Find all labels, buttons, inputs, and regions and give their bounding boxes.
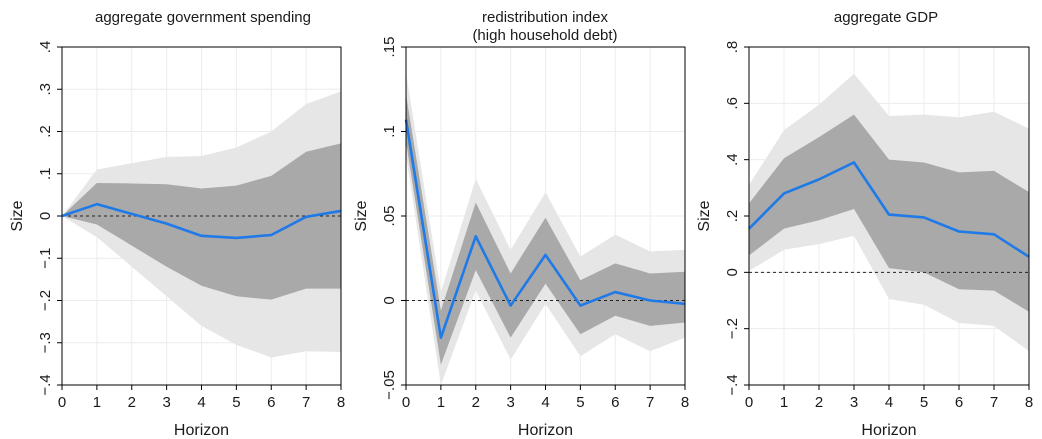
x-axis-label: Horizon bbox=[861, 422, 916, 439]
x-axis-label: Horizon bbox=[518, 422, 573, 439]
x-tick-label: 8 bbox=[337, 394, 345, 411]
inner-confidence-band bbox=[62, 143, 341, 300]
y-tick-label: .1 bbox=[37, 167, 54, 180]
chart-title: aggregate GDP bbox=[834, 9, 938, 26]
chart-subtitle: (high household debt) bbox=[472, 27, 617, 44]
x-tick-label: 1 bbox=[437, 394, 445, 411]
y-tick-label: .1 bbox=[381, 125, 398, 138]
y-tick-label: .4 bbox=[724, 153, 741, 166]
y-tick-label: 0 bbox=[381, 296, 398, 304]
x-tick-label: 0 bbox=[58, 394, 66, 411]
y-tick-label: 0 bbox=[37, 212, 54, 220]
y-tick-label: .8 bbox=[724, 41, 741, 54]
x-tick-label: 7 bbox=[990, 394, 998, 411]
y-tick-label: −.1 bbox=[37, 248, 54, 269]
x-tick-label: 3 bbox=[850, 394, 858, 411]
y-axis-label: Size bbox=[353, 200, 370, 231]
y-tick-label: −.2 bbox=[724, 318, 741, 339]
y-axis-label: Size bbox=[696, 200, 713, 231]
x-tick-label: 1 bbox=[780, 394, 788, 411]
chart-panel-1: 0 1 2 3 4 5 6 7 8 −.4 −.3 −.2 −.1 0 .1 .2 .3 .4 Horizon Siz… bbox=[9, 9, 345, 439]
x-tick-label: 2 bbox=[815, 394, 823, 411]
chart-title: aggregate government spending bbox=[95, 9, 311, 26]
inner-confidence-band bbox=[406, 94, 685, 365]
x-tick-label: 0 bbox=[745, 394, 753, 411]
chart-panel-2: 0 1 2 3 4 5 6 7 8−.050.05.1.15HorizonSizeredistr… bbox=[353, 9, 689, 439]
y-tick-label: .6 bbox=[724, 97, 741, 110]
y-tick-label: .15 bbox=[381, 37, 398, 58]
x-tick-label: 4 bbox=[541, 394, 549, 411]
x-tick-label: 6 bbox=[955, 394, 963, 411]
y-axis-label: Size bbox=[9, 200, 26, 231]
x-tick-label: 5 bbox=[920, 394, 928, 411]
x-tick-label: 7 bbox=[302, 394, 310, 411]
x-axis-label: Horizon bbox=[174, 422, 229, 439]
x-tick-label: 2 bbox=[472, 394, 480, 411]
y-tick-label: .05 bbox=[381, 206, 398, 227]
x-tick-label: 1 bbox=[93, 394, 101, 411]
y-tick-label: −.4 bbox=[724, 374, 741, 395]
x-tick-label: 5 bbox=[576, 394, 584, 411]
y-tick-label: −.2 bbox=[37, 290, 54, 311]
x-tick-label: 7 bbox=[646, 394, 654, 411]
x-tick-label: 3 bbox=[162, 394, 170, 411]
x-tick-label: 3 bbox=[506, 394, 514, 411]
chart-title: redistribution index bbox=[482, 9, 608, 26]
x-tick-label: 0 bbox=[402, 394, 410, 411]
chart-panel-3: 0 1 2 3 4 5 6 7 8 −.4 −.2 0 .2 .4 .6 .8 Horizon Size aggre… bbox=[696, 9, 1033, 439]
y-tick-label: −.05 bbox=[381, 370, 398, 400]
y-tick-label: .3 bbox=[37, 83, 54, 96]
y-tick-label: 0 bbox=[724, 268, 741, 276]
y-tick-label: −.3 bbox=[37, 332, 54, 353]
y-tick-label: .4 bbox=[37, 41, 54, 54]
y-tick-label: .2 bbox=[724, 210, 741, 223]
y-tick-label: −.4 bbox=[37, 374, 54, 395]
x-tick-label: 6 bbox=[611, 394, 619, 411]
x-tick-label: 8 bbox=[1025, 394, 1033, 411]
x-tick-label: 6 bbox=[267, 394, 275, 411]
y-tick-label: .2 bbox=[37, 125, 54, 138]
x-tick-label: 2 bbox=[128, 394, 136, 411]
x-tick-label: 4 bbox=[885, 394, 893, 411]
point-estimate-line bbox=[748, 161, 1030, 258]
x-tick-label: 5 bbox=[232, 394, 240, 411]
x-tick-label: 4 bbox=[197, 394, 205, 411]
point-estimate-line bbox=[404, 119, 686, 339]
point-estimate-line bbox=[61, 202, 342, 240]
x-tick-label: 8 bbox=[681, 394, 689, 411]
